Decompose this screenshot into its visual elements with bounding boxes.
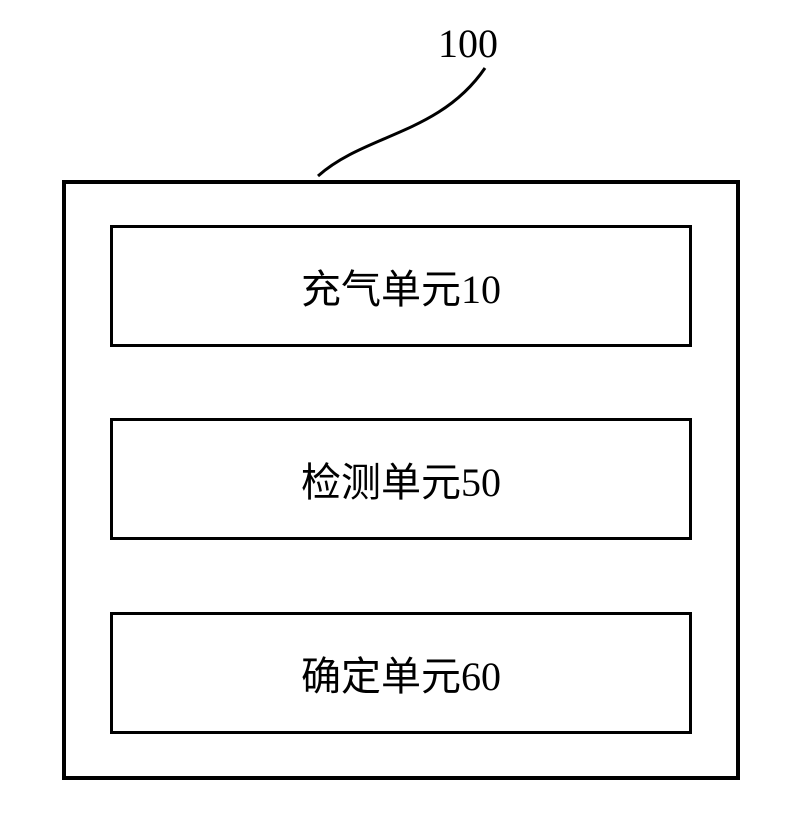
unit-label: 检测单元50 (301, 450, 501, 508)
unit-label: 充气单元10 (301, 257, 501, 315)
unit-box-2: 确定单元60 (110, 612, 692, 734)
diagram-canvas: { "canvas": { "width": 805, "height": 82… (0, 0, 805, 825)
callout-leader-line (310, 64, 500, 184)
unit-label: 确定单元60 (301, 644, 501, 702)
callout-path (318, 68, 485, 176)
unit-box-1: 检测单元50 (110, 418, 692, 540)
unit-box-0: 充气单元10 (110, 225, 692, 347)
callout-label: 100 (438, 20, 498, 67)
